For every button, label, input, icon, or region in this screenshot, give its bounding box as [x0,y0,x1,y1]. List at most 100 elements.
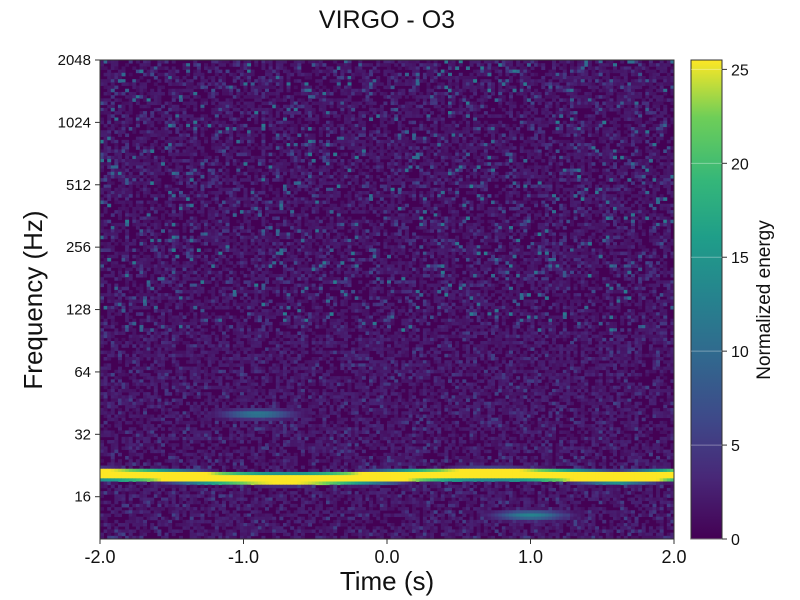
heat-cell [286,152,291,157]
heat-cell [265,82,270,86]
heat-cell [491,155,496,160]
heat-cell [447,111,452,115]
heat-cell [297,63,302,67]
heat-cell [189,127,194,131]
heat-cell [476,158,481,163]
heat-cell [365,210,370,214]
heat-cell [505,66,510,70]
heat-cell [160,114,165,118]
heat-cell [505,152,510,157]
heat-cell [670,60,674,64]
heat-cell [146,152,151,157]
heat-cell [666,139,671,144]
heat-cell [236,95,241,99]
heat-cell [204,139,209,144]
heat-cell [135,60,140,64]
heat-cell [300,197,305,201]
heat-cell [211,190,216,195]
heat-cell [365,95,370,99]
heat-cell [164,222,169,227]
heat-cell [358,152,363,157]
heat-cell [293,181,298,185]
heat-cell [243,75,248,80]
heat-cell [605,85,610,90]
heat-cell [555,219,560,224]
heat-cell [186,184,191,189]
heat-cell [480,146,485,150]
heat-cell [207,222,212,227]
heat-cell [526,165,531,169]
heat-cell [530,82,535,86]
heat-cell [157,222,162,227]
heat-cell [110,60,115,64]
heat-cell [401,190,406,195]
heat-cell [110,149,115,153]
heat-cell [390,194,395,198]
heat-cell [329,190,334,195]
heat-cell [577,98,582,102]
heat-cell [146,127,151,131]
heat-cell [107,219,112,224]
heat-cell [221,206,226,211]
heat-cell [125,95,130,99]
heat-cell [164,60,169,64]
heat-cell [229,130,234,134]
heat-cell [196,139,201,144]
heat-cell [236,200,241,205]
heat-cell [595,111,600,115]
heat-cell [555,162,560,166]
heat-cell [110,127,115,131]
heat-cell [548,104,553,109]
heat-cell [211,111,216,115]
heat-cell [315,91,320,96]
heat-cell [548,178,553,182]
heat-cell [609,82,614,86]
heat-cell [229,127,234,131]
heat-cell [555,178,560,182]
heat-cell [598,158,603,163]
heat-cell [559,216,564,221]
heat-cell [308,190,313,195]
heat-cell [623,155,628,160]
heat-cell [613,162,617,166]
heat-cell [390,200,395,205]
heat-cell [107,72,112,77]
heat-cell [483,210,488,214]
heat-cell [160,85,165,90]
heat-cell [562,85,567,90]
heat-cell [595,123,600,128]
heat-cell [659,75,664,80]
heat-cell [401,149,406,153]
heat-cell [268,152,273,157]
heat-cell [157,117,162,122]
heat-cell [171,66,176,70]
heat-cell [178,107,183,112]
heat-cell [286,184,291,189]
heat-cell [544,187,549,192]
heat-cell [638,114,643,118]
heat-cell [150,120,155,125]
heat-cell [505,149,510,153]
heat-cell [186,88,191,93]
heat-cell [426,60,431,64]
heat-cell [613,210,617,214]
heat-cell [218,63,223,67]
heat-cell [648,69,653,74]
heat-cell [329,130,334,134]
heat-cell [107,165,112,169]
heat-cell [595,203,600,208]
heat-cell [247,174,252,179]
heat-cell [236,158,241,163]
heat-cell [487,206,492,211]
heat-cell [541,139,546,144]
heat-cell [110,139,115,144]
heat-cell [139,149,144,153]
heat-cell [107,184,112,189]
heat-cell [555,111,560,115]
heat-cell [387,155,391,160]
heat-cell [297,111,302,115]
heat-cell [265,91,270,96]
heat-cell [408,82,413,86]
heat-cell [451,63,456,67]
heat-cell [508,197,513,201]
